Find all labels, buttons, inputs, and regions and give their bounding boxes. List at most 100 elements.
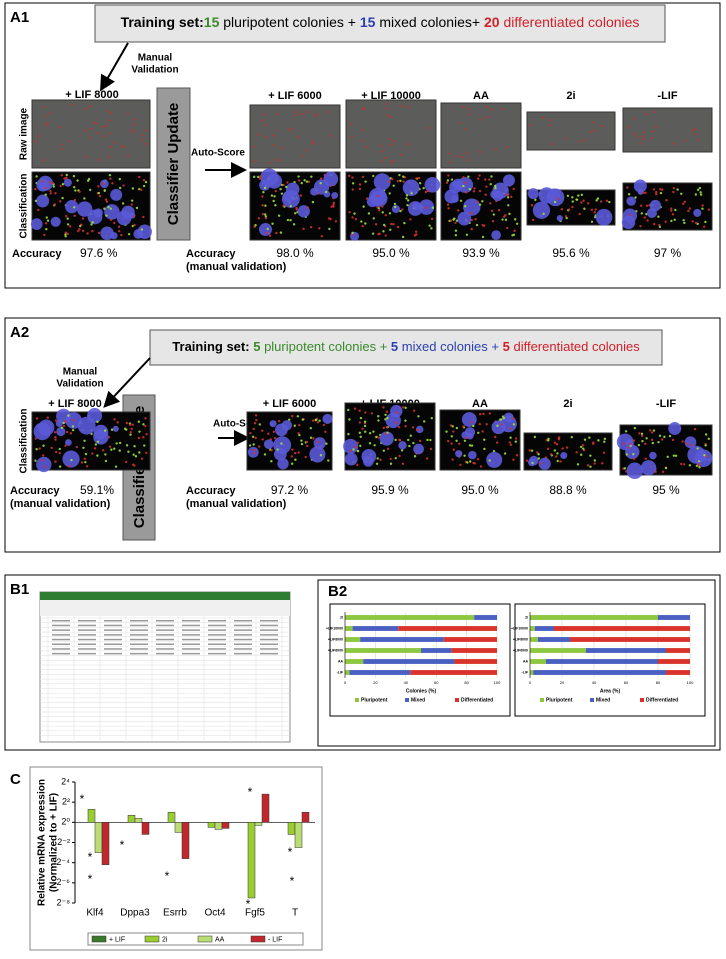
cell <box>565 137 568 140</box>
cell <box>557 438 561 441</box>
cell <box>383 157 386 160</box>
cell <box>376 457 379 460</box>
cell <box>396 225 400 229</box>
cell <box>59 126 62 129</box>
sheet-cell <box>78 634 96 636</box>
cell <box>514 440 518 443</box>
cell <box>35 448 38 451</box>
cell <box>105 214 108 217</box>
cell <box>95 122 98 125</box>
cell <box>361 224 364 228</box>
condition-label: AA <box>472 398 488 410</box>
cell <box>389 143 392 146</box>
sheet-cell <box>182 620 200 622</box>
sheet-cell <box>130 624 148 627</box>
cell <box>428 224 431 227</box>
cell <box>54 438 57 441</box>
cell <box>371 232 375 235</box>
cell <box>122 184 125 187</box>
cell <box>332 205 335 208</box>
cell <box>583 207 586 210</box>
legend-label: Mixed <box>596 697 610 703</box>
cell <box>121 144 124 147</box>
cell <box>101 449 105 452</box>
bar-segment <box>363 659 455 664</box>
image-bg <box>249 104 341 169</box>
cell <box>349 231 360 241</box>
cell <box>683 200 686 204</box>
cell <box>277 214 281 217</box>
cell <box>485 106 488 109</box>
cell <box>475 223 479 227</box>
cell <box>44 123 47 126</box>
cell <box>109 119 112 122</box>
cell <box>297 432 300 435</box>
y-tick-label: 2⁴ <box>61 776 70 786</box>
cell <box>247 446 259 458</box>
cell <box>256 175 260 179</box>
accuracy-value: 97 % <box>654 246 682 260</box>
sheet-cell <box>156 620 174 622</box>
x-tick-label: 80 <box>656 680 661 685</box>
cell <box>138 175 141 179</box>
cell <box>327 459 330 462</box>
cell <box>140 138 143 141</box>
cell <box>589 454 592 457</box>
cell <box>273 436 277 440</box>
auto-label: Auto-Score <box>191 148 245 159</box>
cell <box>472 190 476 193</box>
cell <box>547 439 550 442</box>
cell <box>65 173 68 177</box>
cell <box>271 222 274 225</box>
cell <box>36 194 50 208</box>
cell <box>66 223 70 226</box>
cell <box>491 108 494 111</box>
legend-label: 2i <box>162 936 168 943</box>
cell <box>445 181 449 184</box>
cell <box>527 188 539 200</box>
cell <box>43 465 47 468</box>
cell <box>36 456 52 473</box>
cell <box>71 419 74 422</box>
cell <box>463 204 467 208</box>
y-tick-label: +LIF8000 <box>328 637 343 641</box>
bar-segment <box>410 670 497 675</box>
cell <box>639 224 642 228</box>
accuracy-label: (manual validation) <box>186 261 287 273</box>
micrograph <box>345 171 441 241</box>
cell <box>491 220 495 223</box>
auto-label: Auto-Score <box>213 419 267 430</box>
bar <box>181 822 190 859</box>
cell <box>389 462 393 465</box>
cell <box>49 189 52 193</box>
cell <box>60 174 63 177</box>
annotation: * <box>246 897 251 911</box>
condition-label: -LIF <box>656 398 676 410</box>
bar-segment <box>530 626 535 631</box>
accuracy-value: 97.6 % <box>80 246 118 260</box>
cell <box>415 425 424 434</box>
bar-segment <box>533 670 666 675</box>
cell <box>638 432 641 435</box>
cell <box>386 114 389 117</box>
cell <box>364 411 367 414</box>
cell <box>142 423 145 426</box>
bar-segment <box>345 659 364 664</box>
cell <box>348 418 351 421</box>
cell <box>351 231 354 235</box>
cell <box>302 113 305 116</box>
cell <box>560 452 568 460</box>
cell <box>330 205 333 208</box>
cell <box>542 116 545 119</box>
cell <box>500 423 503 426</box>
cell <box>398 441 407 450</box>
cell <box>401 462 405 465</box>
cell <box>478 203 482 206</box>
cell <box>267 161 270 164</box>
cell <box>501 218 504 221</box>
cell <box>695 464 699 468</box>
cell <box>97 231 101 235</box>
cell <box>67 464 71 468</box>
cell <box>461 412 477 427</box>
